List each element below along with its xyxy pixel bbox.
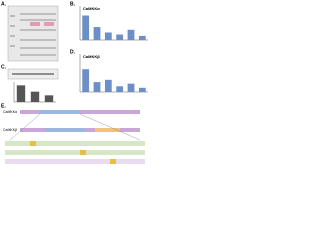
bar <box>127 83 135 92</box>
bar <box>30 91 40 102</box>
bar <box>116 86 124 92</box>
chart-title: CaMKKβ <box>83 54 100 59</box>
bar <box>16 85 26 102</box>
panel-label: A. <box>1 1 7 7</box>
figure: A. B. C. D. E. CaMKKα CaMKKβ CaMKKα CaMKK… <box>1 1 148 164</box>
chart-title: CaMKKα <box>83 6 100 11</box>
bar <box>104 32 112 40</box>
highlight-band <box>44 22 54 26</box>
bar <box>82 69 90 92</box>
bar <box>104 79 112 92</box>
bar <box>82 15 90 40</box>
bar <box>44 95 54 102</box>
bar <box>138 35 146 40</box>
highlight-band <box>30 22 40 26</box>
gel <box>7 5 59 62</box>
bar <box>93 82 101 92</box>
bar <box>127 29 135 40</box>
row-label: CaMKKβ <box>3 128 17 132</box>
row-label: CaMKKα <box>3 110 17 114</box>
panel-label: C. <box>1 64 7 70</box>
bar <box>116 34 124 40</box>
bar <box>93 27 101 40</box>
panel-label: D. <box>70 49 76 55</box>
bar <box>138 87 146 92</box>
panel-label: B. <box>70 1 76 7</box>
gel-bands <box>10 13 56 56</box>
panel-label: E. <box>1 103 6 109</box>
sequence-diagram <box>5 110 145 164</box>
